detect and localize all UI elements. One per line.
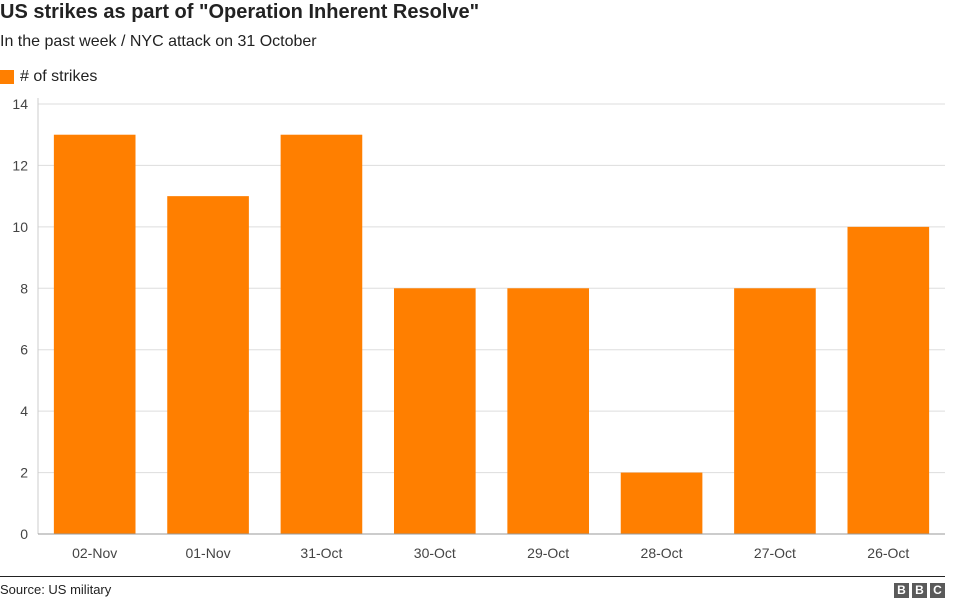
- bar: [847, 226, 930, 534]
- y-tick-label: 12: [12, 157, 28, 173]
- legend-label: # of strikes: [20, 68, 98, 85]
- y-tick-label: 4: [20, 403, 28, 419]
- bbc-logo-letter: C: [930, 583, 945, 598]
- y-tick-label: 8: [20, 280, 28, 296]
- y-tick-label: 2: [20, 465, 28, 481]
- y-tick-label: 0: [20, 526, 28, 542]
- x-tick-label: 31-Oct: [300, 545, 342, 561]
- bar: [393, 288, 476, 534]
- source-note: Source: US military: [0, 582, 112, 597]
- x-tick-label: 02-Nov: [72, 545, 117, 561]
- bbc-logo-letter: B: [912, 583, 927, 598]
- x-tick-label: 26-Oct: [867, 545, 909, 561]
- bar: [280, 134, 363, 534]
- x-tick-label: 28-Oct: [641, 545, 683, 561]
- bar: [53, 134, 136, 534]
- bar: [167, 196, 249, 534]
- bar: [734, 288, 816, 534]
- legend: # of strikes: [0, 68, 97, 86]
- y-tick-label: 6: [20, 342, 28, 358]
- chart-title: US strikes as part of "Operation Inheren…: [0, 1, 480, 23]
- x-tick-label: 27-Oct: [754, 545, 796, 561]
- x-tick-label: 30-Oct: [414, 545, 456, 561]
- legend-swatch: [0, 70, 14, 84]
- y-tick-label: 14: [12, 96, 28, 112]
- x-tick-label: 29-Oct: [527, 545, 569, 561]
- bar-chart: 0 2 4 6 8 10 12 14 02-Nov 01-Nov 31-Oct 30-Oct 29-Oc…: [12, 96, 945, 561]
- bar: [507, 288, 590, 534]
- footer-divider: [0, 576, 945, 577]
- x-tick-label: 01-Nov: [185, 545, 230, 561]
- bar: [620, 472, 703, 534]
- bbc-logo-letter: B: [894, 583, 909, 598]
- bbc-logo: B B C: [894, 583, 945, 598]
- y-tick-label: 10: [12, 219, 28, 235]
- chart-subtitle: In the past week / NYC attack on 31 Octo…: [0, 33, 317, 50]
